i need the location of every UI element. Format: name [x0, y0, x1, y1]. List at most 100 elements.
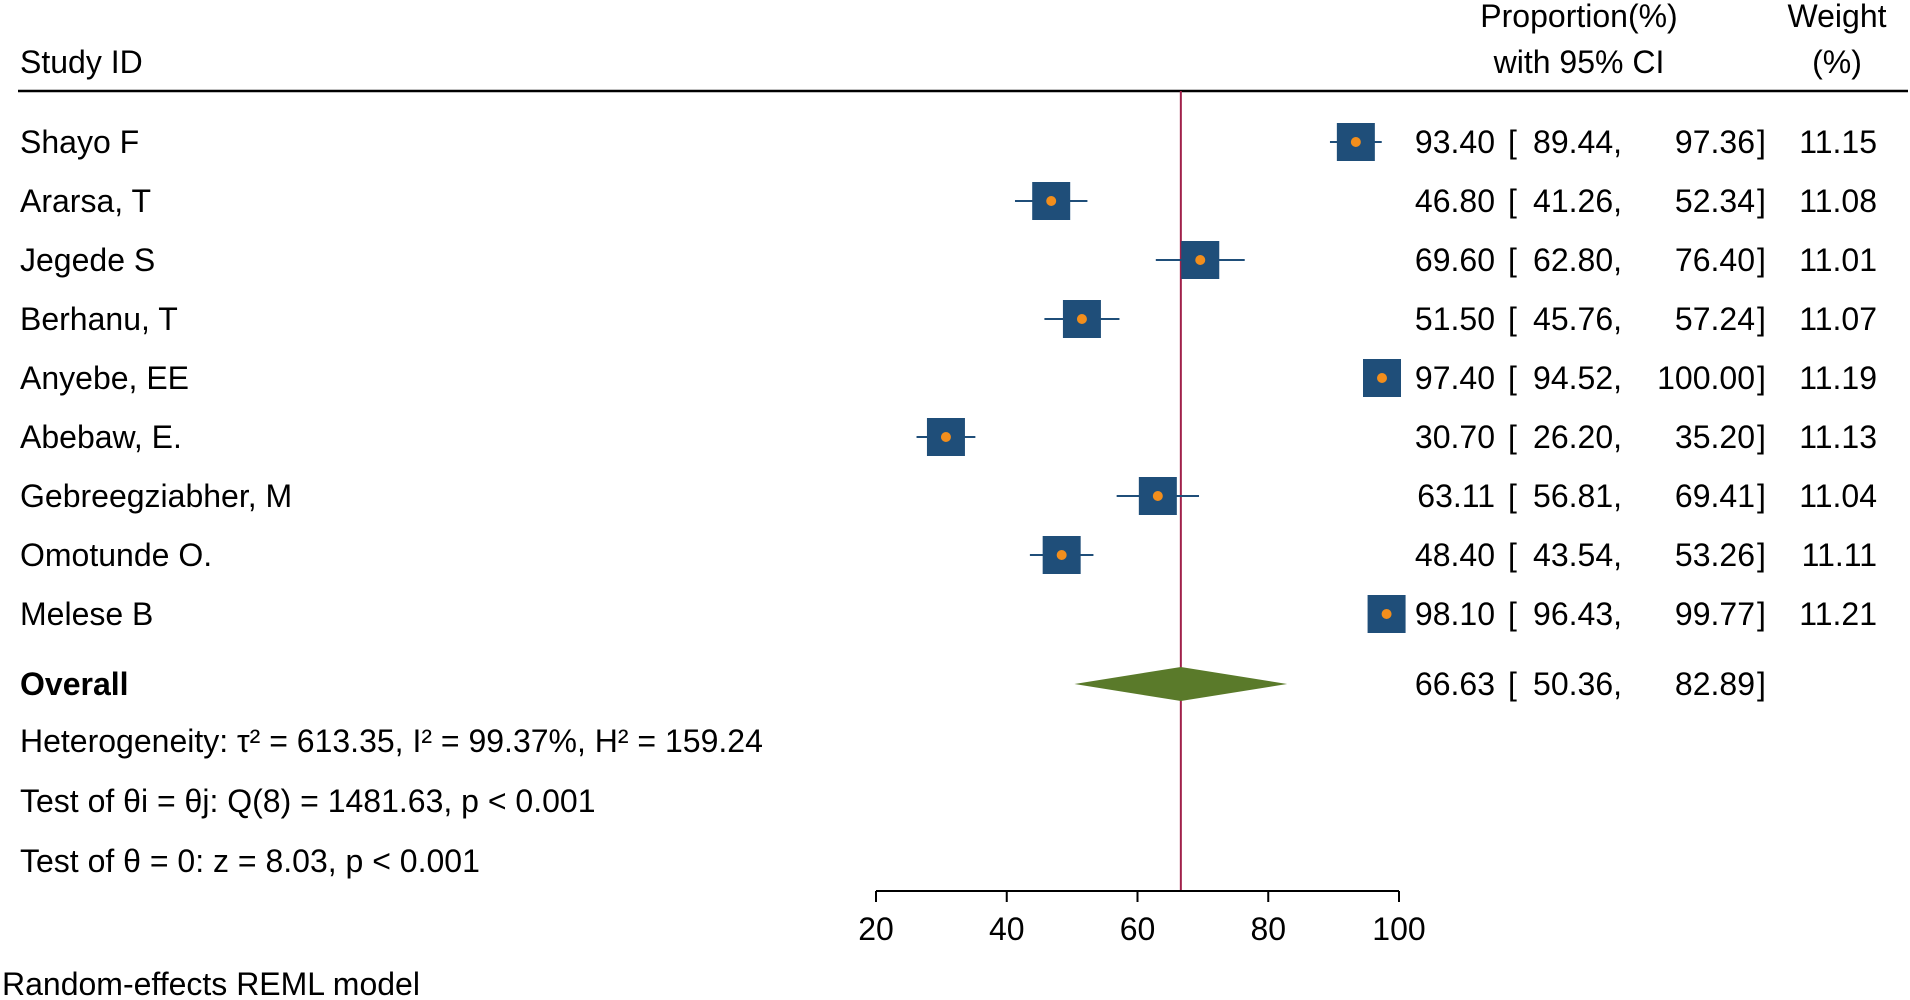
- x-tick-label: 80: [1250, 911, 1286, 947]
- estimate-value: 51.50: [1415, 301, 1495, 337]
- ci-lower-value: 62.80,: [1533, 242, 1622, 278]
- weight-value: 11.13: [1799, 419, 1877, 455]
- ci-bracket-close: ]: [1757, 537, 1766, 573]
- ci-upper-value: 52.34: [1675, 183, 1755, 219]
- ci-upper-value: 99.77: [1675, 596, 1755, 632]
- study-name: Ararsa, T: [20, 183, 151, 219]
- ci-upper-value: 76.40: [1675, 242, 1755, 278]
- weight-value: 11.04: [1799, 478, 1877, 514]
- weight-value: 11.07: [1799, 301, 1877, 337]
- ci-bracket-open: [: [1508, 596, 1517, 632]
- overall-label: Overall: [20, 666, 129, 702]
- ci-bracket-close: ]: [1757, 183, 1766, 219]
- weight-value: 11.15: [1799, 124, 1877, 160]
- ci-lower-value: 56.81,: [1533, 478, 1622, 514]
- ci-bracket-close: ]: [1757, 666, 1766, 702]
- estimate-value: 48.40: [1415, 537, 1495, 573]
- ci-lower-value: 41.26,: [1533, 183, 1622, 219]
- ci-lower-value: 45.76,: [1533, 301, 1622, 337]
- ci-lower-value: 96.43,: [1533, 596, 1622, 632]
- point-estimate: [1377, 373, 1388, 383]
- ci-lower-value: 94.52,: [1533, 360, 1622, 396]
- x-axis: 20 40 60 80 100: [858, 890, 1426, 947]
- ci-bracket-close: ]: [1757, 301, 1766, 337]
- point-estimate: [1152, 491, 1163, 501]
- point-estimate: [1195, 255, 1206, 265]
- ci-bracket-open: [: [1508, 419, 1517, 455]
- test-q-stats: Test of θi = θj: Q(8) = 1481.63, p < 0.0…: [20, 783, 595, 819]
- x-tick-label: 100: [1372, 911, 1425, 947]
- point-estimate: [1381, 609, 1392, 619]
- ci-bracket-close: ]: [1757, 596, 1766, 632]
- estimate-value: 98.10: [1415, 596, 1495, 632]
- x-tick-label: 40: [989, 911, 1025, 947]
- ci-bracket-open: [: [1508, 242, 1517, 278]
- ci-bracket-open: [: [1508, 537, 1517, 573]
- estimate-value: 93.40: [1415, 124, 1495, 160]
- ci-bracket-open: [: [1508, 478, 1517, 514]
- point-estimate: [1350, 137, 1361, 147]
- study-name: Gebreegziabher, M: [20, 478, 292, 514]
- ci-lower-value: 89.44,: [1533, 124, 1622, 160]
- ci-bracket-open: [: [1508, 183, 1517, 219]
- study-name: Jegede S: [20, 242, 155, 278]
- ci-bracket-open: [: [1508, 666, 1517, 702]
- study-row: Shayo F 93.40 [89.44, 97.36] 11.15: [20, 123, 1877, 161]
- study-name: Omotunde O.: [20, 537, 212, 573]
- ci-upper-value: 97.36: [1675, 124, 1755, 160]
- overall-estimate-value: 66.63: [1415, 666, 1495, 702]
- point-estimate: [1046, 196, 1057, 206]
- header-study-id: Study ID: [20, 44, 143, 80]
- study-row: Anyebe, EE 97.40 [94.52, 100.00] 11.19: [20, 359, 1877, 397]
- heterogeneity-stats: Heterogeneity: τ² = 613.35, I² = 99.37%,…: [20, 723, 763, 759]
- header-weight-unit: (%): [1812, 44, 1862, 80]
- x-tick-label: 60: [1120, 911, 1156, 947]
- header-ci: with 95% CI: [1493, 44, 1665, 80]
- header-proportion: Proportion(%): [1480, 0, 1677, 34]
- ci-upper-value: 69.41: [1675, 478, 1755, 514]
- ci-bracket-close: ]: [1757, 419, 1766, 455]
- ci-bracket-close: ]: [1757, 124, 1766, 160]
- test-z-stats: Test of θ = 0: z = 8.03, p < 0.001: [20, 843, 480, 879]
- estimate-value: 30.70: [1415, 419, 1495, 455]
- overall-ci-upper-value: 82.89: [1675, 666, 1755, 702]
- overall-diamond: [1074, 667, 1288, 701]
- overall-row: Overall 66.63 [50.36, 82.89]: [20, 666, 1766, 702]
- weight-value: 11.19: [1799, 360, 1877, 396]
- ci-upper-value: 57.24: [1675, 301, 1755, 337]
- weight-value: 11.11: [1802, 537, 1877, 573]
- estimate-value: 97.40: [1415, 360, 1495, 396]
- study-name: Berhanu, T: [20, 301, 178, 337]
- estimate-value: 63.11: [1417, 478, 1495, 514]
- study-row: Berhanu, T 51.50 [45.76, 57.24] 11.07: [20, 300, 1877, 338]
- ci-bracket-close: ]: [1757, 478, 1766, 514]
- study-name: Shayo F: [20, 124, 139, 160]
- header-weight: Weight: [1787, 0, 1886, 34]
- ci-bracket-close: ]: [1757, 242, 1766, 278]
- ci-upper-value: 100.00: [1657, 360, 1755, 396]
- overall-ci-lower-value: 50.36,: [1533, 666, 1622, 702]
- point-estimate: [1076, 314, 1087, 324]
- footnote: Random-effects REML model: [2, 966, 420, 1000]
- ci-bracket-open: [: [1508, 124, 1517, 160]
- ci-bracket-open: [: [1508, 301, 1517, 337]
- weight-value: 11.08: [1799, 183, 1877, 219]
- study-row: Omotunde O. 48.40 [43.54, 53.26] 11.11: [20, 536, 1877, 574]
- study-name: Abebaw, E.: [20, 419, 182, 455]
- ci-lower-value: 43.54,: [1533, 537, 1622, 573]
- study-name: Melese B: [20, 596, 153, 632]
- point-estimate: [1056, 550, 1067, 560]
- x-tick-label: 20: [858, 911, 894, 947]
- study-row: Abebaw, E. 30.70 [26.20, 35.20] 11.13: [20, 418, 1877, 456]
- ci-bracket-open: [: [1508, 360, 1517, 396]
- study-row: Melese B 98.10 [96.43, 99.77] 11.21: [20, 595, 1877, 633]
- study-row: Jegede S 69.60 [62.80, 76.40] 11.01: [20, 241, 1877, 279]
- ci-upper-value: 35.20: [1675, 419, 1755, 455]
- weight-value: 11.21: [1799, 596, 1877, 632]
- study-rows: Shayo F 93.40 [89.44, 97.36] 11.15 Ararsa, T 4…: [20, 123, 1877, 633]
- study-name: Anyebe, EE: [20, 360, 189, 396]
- estimate-value: 69.60: [1415, 242, 1495, 278]
- point-estimate: [940, 432, 951, 442]
- ci-upper-value: 53.26: [1675, 537, 1755, 573]
